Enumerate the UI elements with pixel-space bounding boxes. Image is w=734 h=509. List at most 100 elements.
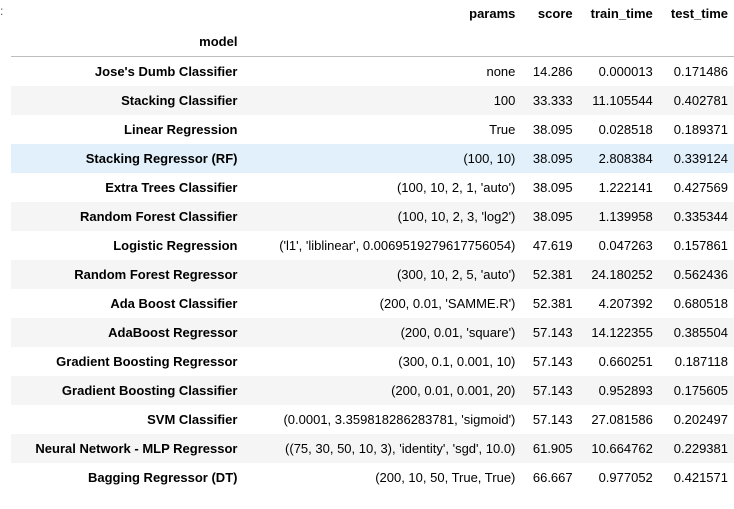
row-index-model: SVM Classifier (147, 412, 238, 427)
blank-index-cell (521, 28, 579, 57)
row-index-model: Stacking Classifier (121, 93, 238, 108)
cell-score: 38.095 (532, 209, 573, 224)
cell-test-time: 0.189371 (673, 122, 728, 137)
cell-score: 57.143 (532, 354, 573, 369)
cell-test-time: 0.421571 (673, 470, 728, 485)
table-row: Random Forest Regressor (300, 10, 2, 5, '… (11, 260, 734, 289)
cell-train-time: 24.180252 (591, 267, 653, 282)
cell-train-time: 11.105544 (592, 93, 653, 108)
cell-train-time: 27.081586 (591, 412, 653, 427)
column-header-train-time: train_time (590, 6, 653, 21)
cell-train-time: 1.222141 (598, 180, 653, 195)
cell-test-time: 0.402781 (673, 93, 728, 108)
row-index-model: Logistic Regression (113, 238, 238, 253)
table-row: Gradient Boosting Classifier (200, 0.01, … (11, 376, 734, 405)
table-row: AdaBoost Regressor (200, 0.01, 'square') 5… (11, 318, 734, 347)
table-body: Jose's Dumb Classifier none 14.286 0.000013… (11, 56, 734, 492)
cell-params: (200, 10, 50, True, True) (375, 470, 516, 485)
blank-index-cell (578, 28, 659, 57)
cell-score: 61.905 (532, 441, 573, 456)
cell-test-time: 0.157861 (673, 238, 728, 253)
blank-header-cell (11, 0, 243, 28)
table-row: Gradient Boosting Regressor (300, 0.1, 0.… (11, 347, 734, 376)
table-row: Stacking Classifier 100 33.333 11.105544 0.4… (11, 86, 734, 115)
table-row: Extra Trees Classifier (100, 10, 2, 1, 'a… (11, 173, 734, 202)
cell-test-time: 0.680518 (673, 296, 728, 311)
cell-params: (100, 10, 2, 3, 'log2') (397, 209, 516, 224)
row-index-model: Gradient Boosting Classifier (61, 383, 238, 398)
dataframe-table: params score train_time test_time model … (11, 0, 734, 492)
cell-train-time: 0.000013 (598, 64, 653, 79)
cell-test-time: 0.385504 (673, 325, 728, 340)
row-index-model: Gradient Boosting Regressor (56, 354, 238, 369)
cell-params: (300, 10, 2, 5, 'auto') (396, 267, 516, 282)
row-index-model: Stacking Regressor (RF) (85, 151, 238, 166)
cell-params: (200, 0.01, 'square') (400, 325, 516, 340)
row-index-model: Extra Trees Classifier (105, 180, 238, 195)
cell-score: 33.333 (532, 93, 573, 108)
cell-score: 52.381 (532, 267, 573, 282)
row-index-model: Bagging Regressor (DT) (87, 470, 238, 485)
cell-params: none (486, 64, 516, 79)
column-header-row: params score train_time test_time (11, 0, 734, 28)
cell-score: 38.095 (532, 151, 573, 166)
cell-test-time: 0.175605 (673, 383, 728, 398)
cell-params: 100 (493, 93, 516, 108)
row-index-model: Ada Boost Classifier (110, 296, 238, 311)
cell-train-time: 4.207392 (598, 296, 653, 311)
cell-test-time: 0.187118 (674, 354, 728, 369)
cell-edge-marker: : (0, 4, 4, 18)
cell-score: 38.095 (532, 180, 573, 195)
row-index-model: Linear Regression (124, 122, 238, 137)
cell-params: True (489, 122, 516, 137)
cell-params: (0.0001, 3.359818286283781, 'sigmoid') (283, 412, 516, 427)
cell-test-time: 0.229381 (673, 441, 728, 456)
column-header-params: params (469, 6, 516, 21)
cell-params: (300, 0.1, 0.001, 10) (398, 354, 516, 369)
cell-test-time: 0.427569 (673, 180, 728, 195)
table-row: SVM Classifier (0.0001, 3.359818286283781… (11, 405, 734, 434)
cell-train-time: 1.139958 (598, 209, 653, 224)
cell-score: 38.095 (532, 122, 573, 137)
table-row: Jose's Dumb Classifier none 14.286 0.000013… (11, 56, 734, 86)
cell-params: (200, 0.01, 'SAMME.R') (379, 296, 516, 311)
cell-score: 52.381 (532, 296, 573, 311)
cell-train-time: 10.664762 (591, 441, 653, 456)
cell-train-time: 0.952893 (598, 383, 653, 398)
row-index-model: Jose's Dumb Classifier (94, 64, 238, 79)
table-row: Linear Regression True 38.095 0.028518 0.189… (11, 115, 734, 144)
cell-params: (100, 10) (463, 151, 516, 166)
blank-index-cell (658, 28, 734, 57)
cell-train-time: 0.028518 (598, 122, 653, 137)
cell-score: 66.667 (532, 470, 573, 485)
cell-train-time: 0.977052 (598, 470, 653, 485)
cell-params: ((75, 30, 50, 10, 3), 'identity', 'sgd',… (285, 441, 516, 456)
cell-train-time: 2.808384 (598, 151, 653, 166)
column-header-score: score (537, 6, 573, 21)
row-index-model: Neural Network - MLP Regressor (35, 441, 238, 456)
cell-params: ('l1', 'liblinear', 0.006951927961775605… (279, 238, 516, 253)
cell-test-time: 0.171486 (673, 64, 728, 79)
index-name-row: model (11, 28, 734, 57)
index-name-header: model (11, 28, 244, 57)
cell-score: 47.619 (532, 238, 573, 253)
cell-test-time: 0.335344 (673, 209, 728, 224)
cell-score: 57.143 (532, 325, 573, 340)
cell-train-time: 0.660251 (598, 354, 653, 369)
table-row: Random Forest Classifier (100, 10, 2, 3, … (11, 202, 734, 231)
table-row: Neural Network - MLP Regressor ((75, 30, … (11, 434, 734, 463)
blank-index-cell (243, 28, 522, 57)
row-index-model: AdaBoost Regressor (108, 325, 238, 340)
cell-test-time: 0.202497 (673, 412, 728, 427)
cell-params: (100, 10, 2, 1, 'auto') (396, 180, 516, 195)
cell-score: 14.286 (532, 64, 573, 79)
cell-train-time: 14.122355 (591, 325, 653, 340)
cell-params: (200, 0.01, 0.001, 20) (391, 383, 516, 398)
table-row: Bagging Regressor (DT) (200, 10, 50, True… (11, 463, 734, 492)
cell-test-time: 0.339124 (673, 151, 728, 166)
cell-test-time: 0.562436 (673, 267, 728, 282)
cell-train-time: 0.047263 (598, 238, 653, 253)
table-row: Stacking Regressor (RF) (100, 10) 38.095 2.… (11, 144, 734, 173)
cell-score: 57.143 (532, 412, 573, 427)
cell-score: 57.143 (532, 383, 573, 398)
